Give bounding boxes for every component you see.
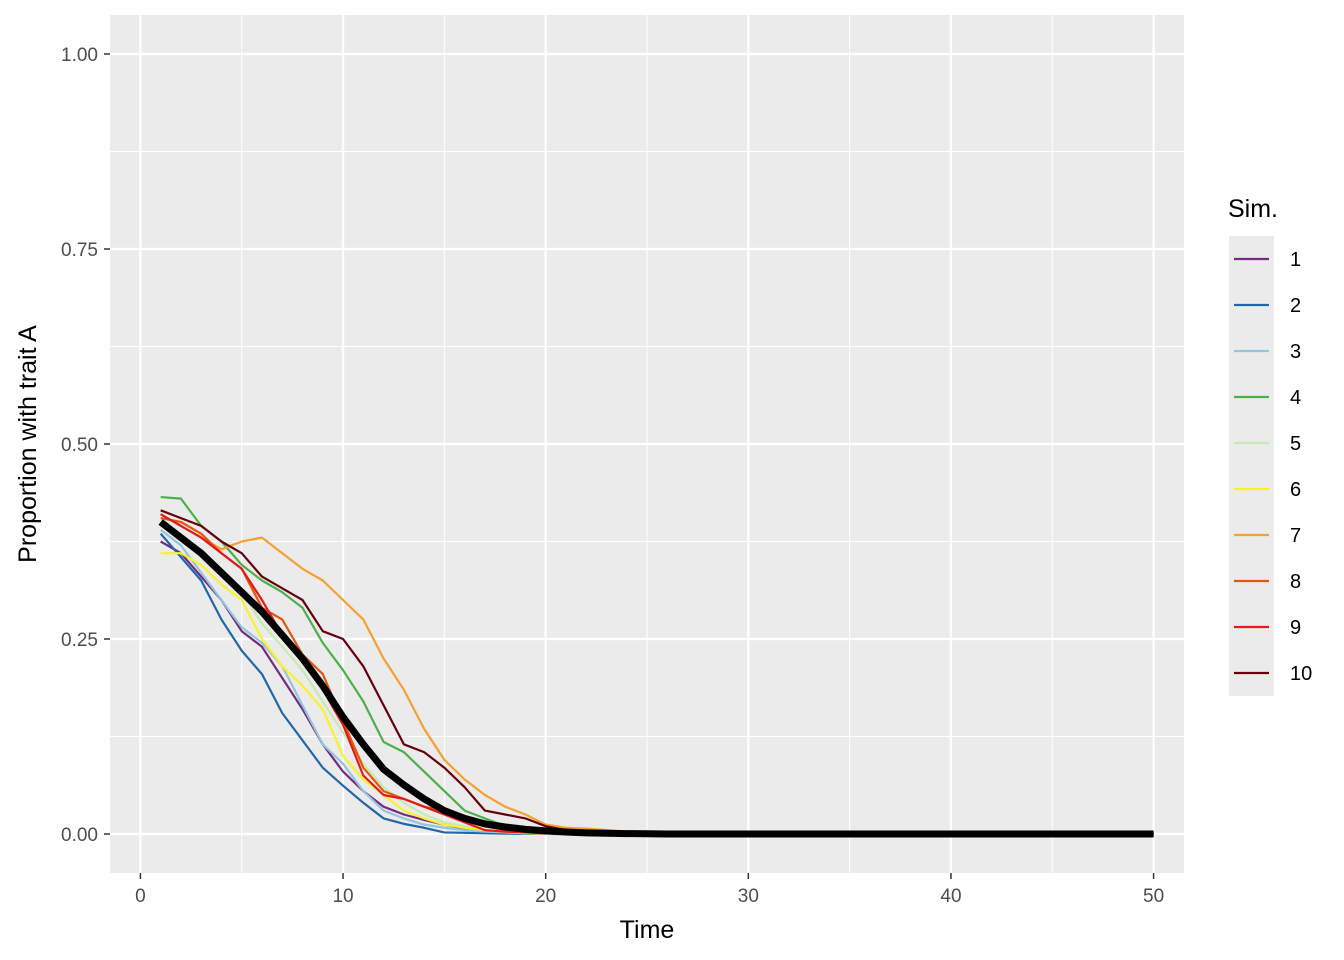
legend-label-7: 7 [1290,525,1301,547]
x-tick-label: 10 [332,886,353,907]
y-tick-label: 0.50 [61,435,98,456]
legend-label-8: 8 [1290,571,1301,593]
y-tick-label: 1.00 [61,45,98,66]
y-tick-label: 0.75 [61,240,98,261]
legend-key-background [1229,236,1274,696]
mean-line [158,519,1154,838]
legend-label-3: 3 [1290,341,1301,363]
mean-line-group [158,519,1154,838]
legend-label-1: 1 [1290,249,1301,271]
x-axis: 0 10 20 30 40 50 [135,873,1164,907]
legend-label-5: 5 [1290,433,1301,455]
y-tick-label: 0.00 [61,825,98,846]
legend-label-6: 6 [1290,479,1301,501]
x-tick-label: 30 [738,886,759,907]
legend-label-4: 4 [1290,387,1301,409]
y-axis: 0.00 0.25 0.50 0.75 1.00 [61,45,110,846]
x-tick-label: 40 [940,886,961,907]
legend-label-2: 2 [1290,295,1301,317]
legend: Sim. 1 2 3 4 5 6 7 8 9 10 [1228,195,1312,696]
y-tick-label: 0.25 [61,630,98,651]
x-axis-title: Time [620,916,675,944]
x-tick-label: 0 [135,886,146,907]
x-tick-label: 20 [535,886,556,907]
legend-title: Sim. [1228,195,1278,223]
legend-label-9: 9 [1290,617,1301,639]
major-gridlines [110,15,1184,873]
y-axis-title: Proportion with trait A [14,325,42,563]
x-tick-label: 50 [1143,886,1164,907]
legend-label-10: 10 [1290,663,1312,685]
